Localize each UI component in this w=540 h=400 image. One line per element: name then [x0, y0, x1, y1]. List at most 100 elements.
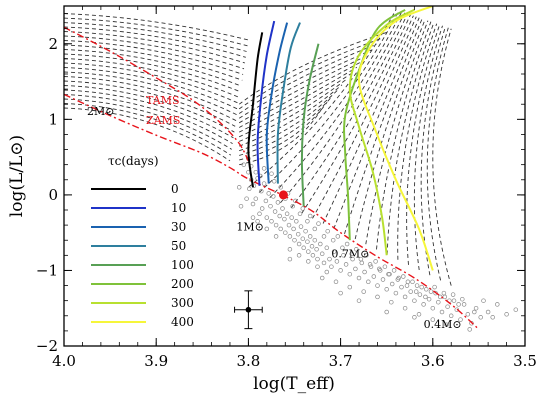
legend-title: τc(days)	[108, 154, 159, 168]
star-point	[321, 234, 327, 239]
star-point	[284, 211, 290, 217]
star-point	[259, 206, 265, 211]
star-point	[289, 215, 294, 220]
star-point	[402, 294, 408, 300]
legend-label-300: 300	[171, 296, 194, 310]
star-point	[306, 259, 311, 264]
star-point	[264, 215, 270, 220]
star-point	[423, 294, 428, 300]
y-tick-label: −1	[36, 261, 58, 279]
star-point	[287, 256, 293, 262]
legend-label-200: 200	[171, 277, 194, 291]
star-point	[478, 315, 483, 320]
star-point	[315, 256, 320, 262]
legend-label-10: 10	[171, 201, 186, 215]
star-point	[298, 224, 304, 229]
star-point	[408, 289, 413, 294]
star-point	[296, 253, 302, 258]
star-point	[460, 296, 465, 302]
star-point	[307, 234, 313, 239]
star-point	[241, 162, 247, 167]
track-line	[280, 12, 406, 204]
tau-track-200	[343, 8, 406, 241]
star-point	[333, 279, 339, 285]
error-bar-point	[245, 306, 252, 313]
star-point	[236, 185, 242, 190]
star-point	[305, 219, 310, 224]
track-line	[239, 90, 338, 152]
star-point	[473, 305, 479, 311]
star-point	[263, 198, 269, 204]
star-point	[343, 262, 349, 267]
star-point	[366, 279, 371, 285]
track-line	[64, 22, 247, 52]
star-point	[450, 292, 456, 297]
track-line	[64, 13, 249, 41]
tau-track-10	[256, 20, 276, 186]
star-point	[382, 264, 388, 269]
star-point	[481, 298, 486, 303]
star-point	[315, 264, 320, 269]
star-point	[347, 284, 353, 290]
track-line	[432, 28, 452, 286]
star-point	[461, 302, 467, 307]
star-point	[350, 256, 355, 262]
tams-line	[64, 26, 250, 162]
star-point	[250, 201, 256, 207]
tau-track-50	[276, 22, 301, 184]
star-point	[305, 239, 310, 244]
star-point	[273, 234, 279, 239]
star-point	[433, 290, 438, 296]
x-axis-title: log(T_eff)	[253, 374, 335, 394]
legend-label-30: 30	[171, 220, 186, 234]
track-line	[376, 21, 432, 250]
star-point	[490, 315, 495, 320]
track-line	[258, 10, 400, 193]
star-point	[319, 275, 325, 281]
sun-marker	[278, 190, 288, 200]
x-tick-label: 3.6	[421, 352, 445, 370]
annotation-label: 0.4M⊙	[424, 318, 462, 331]
track-line	[64, 40, 244, 75]
y-tick-label: 2	[48, 35, 58, 53]
star-point	[364, 253, 369, 258]
annotation-label: 2M⊙	[87, 105, 114, 118]
legend-label-50: 50	[171, 239, 186, 253]
star-point	[384, 287, 389, 292]
track-line	[64, 62, 239, 104]
star-point	[306, 249, 311, 254]
star-point	[244, 196, 249, 201]
star-point	[331, 249, 337, 254]
track-line	[248, 9, 397, 188]
star-point	[436, 299, 441, 305]
track-line	[64, 35, 245, 70]
axis-ticks: 4.0 3.9 3.8 3.7 3.6 3.5 −2 −1 0 1 2	[36, 6, 537, 370]
legend-label-100: 100	[171, 258, 194, 272]
track-line	[333, 17, 420, 229]
star-point	[432, 284, 437, 290]
star-point	[312, 237, 318, 243]
star-point	[504, 312, 509, 317]
x-tick-label: 3.8	[236, 352, 260, 370]
track-line	[64, 85, 235, 133]
star-point	[300, 236, 306, 241]
track-line	[64, 71, 238, 116]
annotation-label: 1M⊙	[236, 220, 263, 233]
y-tick-label: −2	[36, 337, 58, 355]
track-line	[64, 49, 242, 87]
star-point	[261, 166, 267, 171]
star-point	[456, 302, 461, 307]
star-point	[386, 271, 391, 277]
star-point	[410, 279, 415, 285]
star-point	[312, 226, 318, 232]
star-point	[314, 247, 319, 252]
star-point	[293, 198, 298, 204]
plot-frame	[63, 5, 526, 347]
star-point	[277, 213, 282, 219]
x-tick-label: 3.7	[329, 352, 353, 370]
star-point	[261, 181, 267, 186]
star-point	[283, 230, 288, 235]
star-point	[286, 222, 292, 228]
star-scatter	[236, 156, 519, 332]
star-point	[253, 196, 259, 201]
